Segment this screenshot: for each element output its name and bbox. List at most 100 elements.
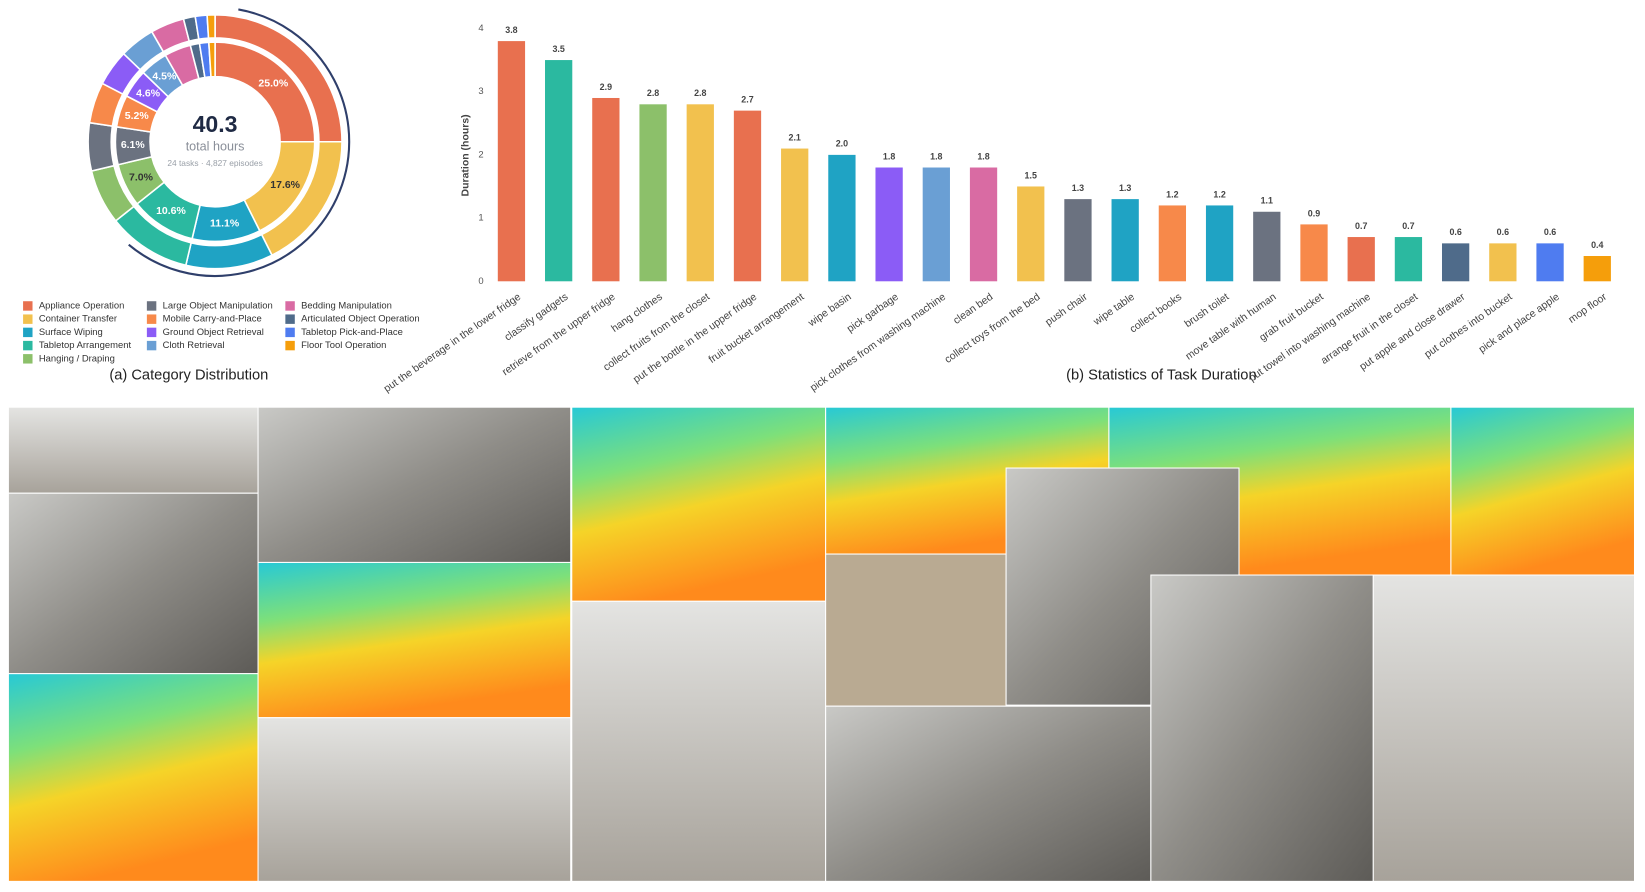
caption: (a) Category Distribution	[109, 368, 268, 384]
value-label: 0.6	[1544, 227, 1556, 237]
legend-label: Bedding Manipulation	[301, 300, 392, 311]
photo	[257, 406, 572, 563]
y-tick-label: 0	[478, 276, 483, 287]
percent-label: 25.0%	[258, 78, 288, 89]
value-label: 1.3	[1119, 183, 1131, 193]
percent-label: 4.6%	[136, 89, 161, 100]
bar	[1536, 243, 1564, 282]
percent-label: 4.5%	[152, 72, 177, 83]
x-tick-label: collect books	[1128, 292, 1184, 336]
value-label: 2.7	[741, 94, 753, 104]
value-label: 0.9	[1308, 208, 1320, 218]
percent-label: 6.1%	[121, 140, 146, 151]
outer-segment	[87, 121, 115, 172]
legend-swatch	[23, 314, 33, 324]
x-tick-label: put clothes into bucket	[1423, 292, 1515, 361]
value-label: 1.2	[1213, 189, 1225, 199]
legend-swatch	[146, 314, 157, 324]
value-label: 0.6	[1449, 227, 1461, 237]
photo	[571, 600, 827, 882]
legend-swatch	[23, 340, 33, 351]
value-label: 1.2	[1166, 189, 1178, 199]
legend-label: Container Transfer	[39, 314, 117, 325]
photo	[825, 705, 1152, 882]
outer-arc	[128, 8, 351, 277]
percent-label: 10.6%	[156, 206, 186, 217]
bar	[1017, 186, 1045, 282]
photo	[1150, 574, 1374, 882]
value-label: 2.1	[789, 132, 801, 142]
legend-swatch	[146, 327, 157, 338]
bar	[1205, 205, 1234, 282]
bar	[733, 110, 762, 282]
bar	[1441, 243, 1470, 282]
y-tick-label: 3	[478, 86, 483, 97]
value-label: 2.9	[600, 82, 612, 92]
value-label: 0.7	[1402, 221, 1414, 231]
bar	[545, 60, 573, 282]
depth-map	[571, 406, 827, 602]
y-tick-label: 2	[478, 149, 483, 160]
bar	[969, 167, 998, 282]
value-label: 1.8	[883, 151, 895, 161]
bar	[1300, 224, 1328, 282]
center-value: 40.3	[193, 111, 238, 137]
bar	[1347, 237, 1375, 282]
legend-label: Hanging / Draping	[39, 353, 115, 364]
bar	[1111, 199, 1139, 282]
x-tick-label: pick and place apple	[1477, 292, 1562, 356]
value-label: 2.8	[694, 88, 706, 98]
legend-label: Mobile Carry-and-Place	[163, 314, 262, 325]
x-tick-label: mop floor	[1567, 291, 1610, 325]
photo	[7, 406, 259, 494]
caption: (b) Statistics of Task Duration	[1066, 368, 1257, 384]
bar	[1158, 205, 1187, 282]
photo	[825, 553, 1007, 707]
y-tick-label: 1	[478, 213, 483, 224]
bar	[828, 154, 856, 282]
value-label: 1.5	[1025, 170, 1037, 180]
legend-label: Floor Tool Operation	[301, 340, 386, 351]
value-label: 1.8	[930, 151, 942, 161]
value-label: 2.8	[647, 88, 659, 98]
depth-map	[7, 673, 259, 882]
center-note: 24 tasks · 4,827 episodes	[167, 158, 262, 168]
legend-label: Articulated Object Operation	[301, 314, 420, 325]
percent-label: 7.0%	[129, 173, 154, 184]
value-label: 3.5	[552, 44, 564, 54]
outer-segment	[206, 14, 216, 39]
legend-swatch	[285, 327, 295, 338]
value-label: 0.7	[1355, 221, 1367, 231]
legend-swatch	[285, 301, 295, 311]
photo	[7, 492, 259, 675]
x-tick-label: move table with human	[1184, 292, 1279, 363]
value-label: 1.3	[1072, 183, 1084, 193]
legend-swatch	[146, 301, 157, 311]
value-label: 1.8	[977, 151, 989, 161]
value-label: 0.6	[1497, 227, 1509, 237]
bar	[781, 148, 809, 282]
bar	[1583, 256, 1611, 282]
x-tick-label: fruit bucket arrangement	[707, 292, 806, 366]
legend-label: Tabletop Arrangement	[39, 340, 132, 351]
percent-label: 5.2%	[125, 111, 150, 122]
legend-label: Appliance Operation	[39, 300, 125, 311]
bar	[686, 104, 714, 282]
x-tick-label: collect toys from the bed	[943, 292, 1043, 366]
bar	[875, 167, 903, 282]
value-label: 0.4	[1591, 240, 1603, 250]
x-tick-label: wipe table	[1091, 292, 1137, 329]
legend-label: Tabletop Pick-and-Place	[301, 327, 403, 338]
x-tick-label: push chair	[1044, 291, 1090, 328]
bar	[1253, 211, 1281, 282]
percent-label: 17.6%	[270, 180, 300, 191]
x-tick-label: clean bed	[952, 292, 996, 327]
x-tick-label: wipe basin	[806, 292, 854, 330]
value-label: 2.0	[836, 139, 848, 149]
legend-swatch	[285, 314, 295, 324]
donut-segment	[207, 41, 216, 78]
legend-swatch	[285, 340, 295, 351]
bar	[497, 41, 526, 282]
bar	[639, 104, 667, 282]
